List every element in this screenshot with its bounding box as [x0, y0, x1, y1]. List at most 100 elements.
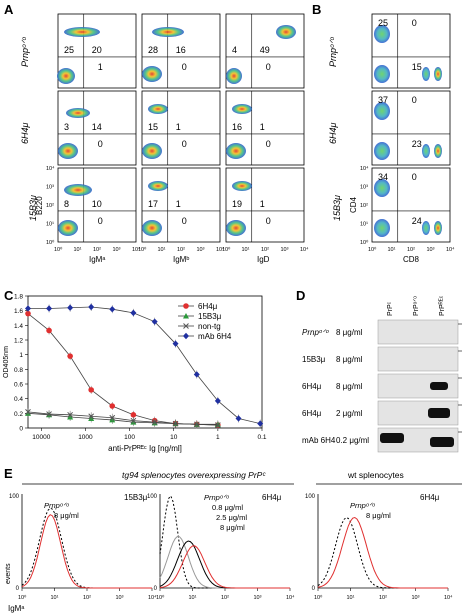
legend-label: 15B3μ	[198, 312, 222, 321]
hist-x-tick-label: 10¹	[347, 595, 355, 601]
hist-x-tick-label: 10³	[412, 595, 420, 601]
blot-row-label: 6H4μ	[302, 382, 322, 391]
cell-population	[374, 142, 390, 160]
flow-plot-a: 15 10	[141, 90, 221, 166]
quadrant-value: 20	[92, 45, 102, 55]
axis-tick-label: 10¹	[388, 247, 396, 253]
data-point	[172, 340, 179, 347]
quadrant-value: 0	[182, 216, 187, 226]
row-label: 15B3μ	[28, 195, 38, 221]
axis-tick-label: 10²	[261, 247, 269, 253]
data-point	[88, 303, 95, 311]
hist-x-tick-label: 10¹	[51, 595, 59, 601]
panel-e-title: tg94 splenocytes overexpressing PrPᶜ	[122, 470, 266, 480]
data-point	[88, 387, 94, 393]
blot-band	[430, 382, 448, 390]
axis-tick-label: 10⁰	[138, 246, 147, 253]
legend-marker	[183, 323, 189, 329]
cell-population	[226, 220, 246, 236]
histogram-curve	[317, 517, 448, 589]
blot-concentration: 0.2 μg/ml	[336, 436, 369, 445]
quadrant-value: 1	[260, 199, 265, 209]
blot-row-label: mAb 6H4	[302, 436, 336, 445]
quadrant-value: 28	[148, 45, 158, 55]
row-label: 6H4μ	[328, 122, 338, 144]
cell-population	[374, 219, 390, 237]
hist-x-tick-label: 10²	[379, 595, 387, 601]
cell-population	[152, 27, 184, 37]
quadrant-value: 1	[98, 62, 103, 72]
cell-population	[64, 27, 100, 37]
cell-population	[148, 181, 168, 191]
cell-population	[232, 181, 252, 191]
series-line	[27, 411, 218, 426]
data-point	[46, 305, 53, 312]
histogram-curve	[159, 495, 290, 589]
histogram-curve	[21, 514, 152, 589]
y-tick-label: 1	[19, 352, 23, 359]
row-label: 15B3μ	[332, 195, 342, 221]
hist-x-tick-label: 10⁴	[286, 594, 295, 601]
blot-row-label: 6H4μ	[302, 409, 322, 418]
hist-x-tick-label: 10⁴	[148, 594, 157, 601]
axis-tick-label: 10³	[197, 247, 205, 253]
flow-plot-a: 19 10	[225, 167, 305, 243]
blot-concentration: 8 μg/ml	[336, 382, 363, 391]
data-point	[235, 415, 242, 422]
cell-population	[374, 65, 390, 83]
axis-tick-label: 10⁰	[222, 246, 231, 253]
quadrant-value: 0	[182, 139, 187, 149]
quadrant-value: 23	[412, 139, 422, 149]
blot-band	[428, 408, 450, 418]
hist-x-tick-label: 10⁴	[444, 594, 453, 601]
hist-curve-label: 8 μg/ml	[366, 511, 391, 520]
flow-plot-b: 25 0 15	[371, 13, 451, 89]
cell-population	[57, 68, 75, 84]
hist-curve-label: 2.5 μg/ml	[216, 513, 247, 522]
x-tick-label: 100	[124, 434, 135, 441]
hist-antibody-tag: 6H4μ	[420, 493, 440, 502]
axis-label: CD4	[349, 196, 358, 213]
blot-band	[380, 433, 404, 443]
hist-curve-label: Prnpᵒᐟᵒ	[204, 493, 229, 502]
blot-column-label: PrPᵒᐟᵒ	[413, 296, 420, 316]
x-tick-label: 1	[216, 434, 220, 441]
hist-x-tick-label: 10⁰	[156, 594, 165, 601]
quadrant-value: 15	[412, 62, 422, 72]
quadrant-value: 0	[98, 216, 103, 226]
cell-population	[142, 66, 162, 82]
axis-tick-label: 10²	[46, 203, 54, 209]
quadrant-value: 14	[92, 122, 102, 132]
legend-marker	[183, 303, 189, 309]
cell-population	[142, 220, 162, 236]
data-point	[109, 306, 116, 313]
data-point	[25, 305, 31, 312]
cell-population	[422, 67, 430, 81]
quadrant-value: 49	[260, 45, 270, 55]
cell-population	[434, 221, 442, 235]
y-tick-label: 1.4	[14, 323, 23, 330]
axis-tick-label: 10⁴	[300, 246, 309, 253]
blot-concentration: 8 μg/ml	[336, 355, 363, 364]
panel-d-blots: PrPᶜ PrPᵒᐟᵒ PrPᴿᴱᶜ Prnpᵒᐟᵒ 8 μg/ml 15B3μ 8 μg/…	[302, 295, 462, 453]
hist-y-tick-label: 100	[9, 494, 20, 500]
x-tick-label: 1000	[78, 434, 93, 441]
axis-label: IgMᵇ	[173, 255, 189, 264]
cell-population	[374, 102, 390, 120]
hist-curve-label: Prnpᵒᐟᵒ	[44, 501, 69, 510]
hist-x-tick-label: 10⁰	[314, 594, 323, 601]
axis-tick-label: 10⁴	[132, 246, 141, 253]
data-point	[67, 411, 73, 418]
axis-tick-label: 10⁴	[446, 246, 455, 253]
data-point	[130, 417, 137, 424]
axis-tick-label: 10³	[113, 247, 121, 253]
axis-label: B220	[35, 196, 44, 215]
data-point	[109, 414, 116, 421]
quadrant-value: 10	[92, 199, 102, 209]
cell-population	[58, 220, 78, 236]
data-point	[215, 422, 221, 428]
quadrant-value: 3	[64, 122, 69, 132]
hist-x-tick-label: 10²	[83, 595, 91, 601]
quadrant-value: 17	[148, 199, 158, 209]
quadrant-value: 8	[64, 199, 69, 209]
